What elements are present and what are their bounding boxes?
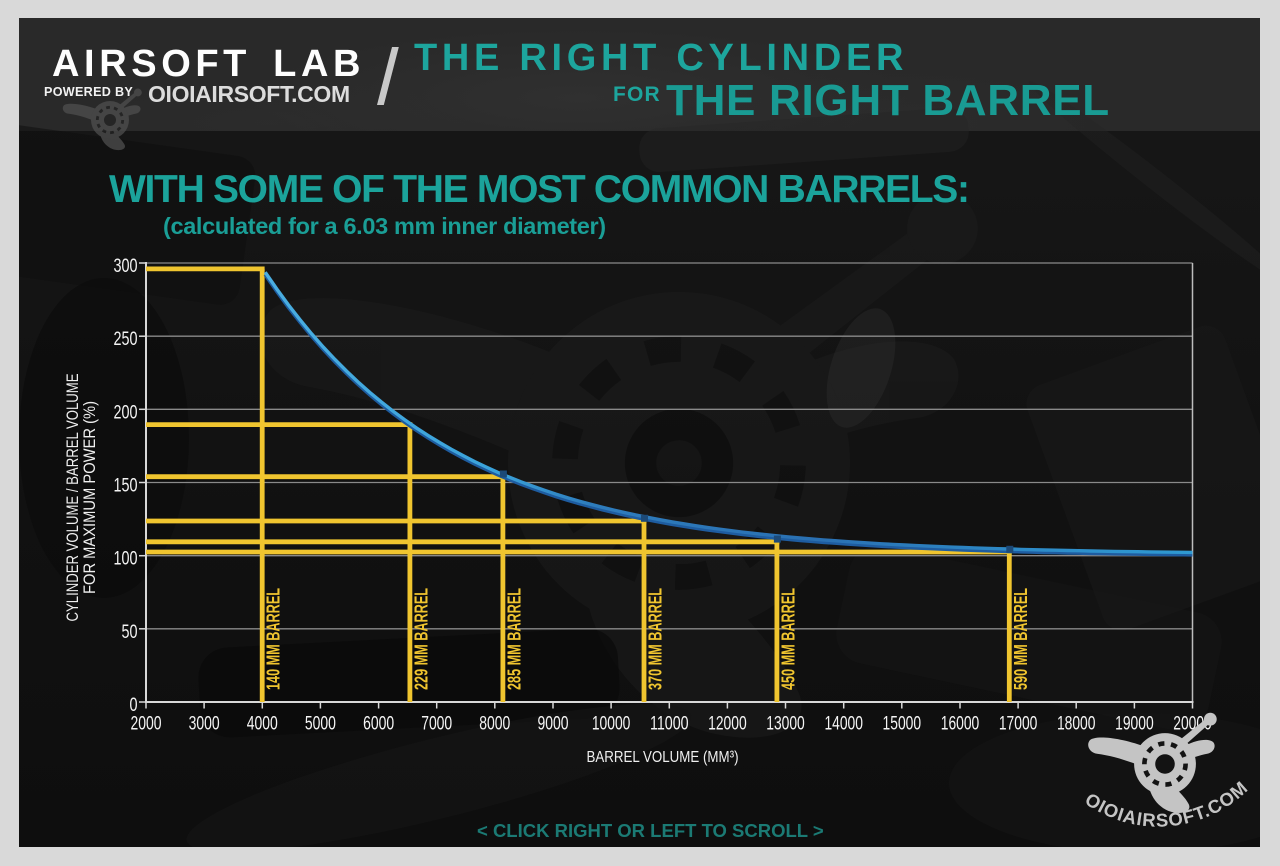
svg-text:7000: 7000 xyxy=(421,714,452,735)
svg-text:11000: 11000 xyxy=(650,714,689,735)
svg-text:18000: 18000 xyxy=(1057,714,1096,735)
svg-text:229 MM BARREL: 229 MM BARREL xyxy=(411,588,431,690)
svg-text:140 MM BARREL: 140 MM BARREL xyxy=(264,588,284,690)
svg-text:8000: 8000 xyxy=(479,714,510,735)
svg-text:250: 250 xyxy=(114,329,138,350)
svg-text:4000: 4000 xyxy=(247,714,278,735)
svg-text:16000: 16000 xyxy=(941,714,980,735)
svg-text:370 MM BARREL: 370 MM BARREL xyxy=(646,588,666,690)
svg-text:50: 50 xyxy=(122,622,138,643)
svg-text:2000: 2000 xyxy=(131,714,162,735)
svg-text:3000: 3000 xyxy=(189,714,220,735)
svg-text:14000: 14000 xyxy=(824,714,863,735)
svg-text:150: 150 xyxy=(114,476,138,497)
svg-text:300: 300 xyxy=(114,256,138,277)
svg-text:200: 200 xyxy=(114,402,138,423)
svg-text:17000: 17000 xyxy=(999,714,1038,735)
svg-text:10000: 10000 xyxy=(592,714,631,735)
svg-text:15000: 15000 xyxy=(883,714,922,735)
svg-text:285 MM BARREL: 285 MM BARREL xyxy=(504,588,524,690)
svg-text:450 MM BARREL: 450 MM BARREL xyxy=(778,588,798,690)
svg-text:100: 100 xyxy=(114,549,138,570)
svg-text:5000: 5000 xyxy=(305,714,336,735)
svg-text:12000: 12000 xyxy=(708,714,747,735)
svg-text:19000: 19000 xyxy=(1115,714,1154,735)
svg-text:BARREL VOLUME (MM³): BARREL VOLUME (MM³) xyxy=(587,749,739,766)
svg-text:CYLINDER VOLUME / BARREL VOLUM: CYLINDER VOLUME / BARREL VOLUME xyxy=(63,374,82,622)
svg-text:13000: 13000 xyxy=(766,714,805,735)
svg-text:9000: 9000 xyxy=(538,714,569,735)
svg-text:0: 0 xyxy=(130,695,138,716)
svg-text:FOR MAXIMUM POWER (%): FOR MAXIMUM POWER (%) xyxy=(80,401,99,594)
svg-text:590 MM BARREL: 590 MM BARREL xyxy=(1011,588,1031,690)
svg-text:6000: 6000 xyxy=(363,714,394,735)
